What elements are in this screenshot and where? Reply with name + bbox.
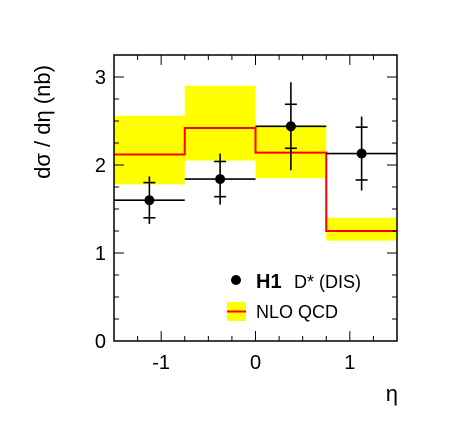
- h1-marker: [144, 195, 155, 206]
- nlo-histogram-line: [114, 127, 397, 232]
- legend-label-h1: H1 D* (DIS): [256, 271, 361, 293]
- h1-marker: [285, 121, 296, 132]
- tick-layer: 0 1 2 3 -1 0 1: [95, 54, 398, 374]
- legend-label-h1-bold: H1: [256, 271, 282, 293]
- legend-label-h1-rest: D* (DIS): [294, 272, 361, 292]
- h1-data-point: [114, 176, 185, 224]
- band-layer: [114, 85, 397, 241]
- h1-marker: [215, 174, 226, 185]
- nlo-band-bin: [114, 115, 185, 185]
- h1-data-point: [184, 153, 256, 205]
- data-layer: [114, 82, 397, 224]
- y-tick-label: 1: [95, 243, 106, 265]
- x-tick-label: 1: [344, 352, 355, 374]
- x-tick-label: -1: [152, 352, 170, 374]
- y-tick-label: 2: [95, 155, 106, 177]
- y-tick-label: 3: [95, 67, 106, 89]
- x-axis-label: η: [386, 381, 398, 406]
- h1-data-point: [255, 82, 327, 171]
- y-tick-label: 0: [95, 331, 106, 353]
- legend-marker-h1: [231, 275, 241, 285]
- h1-marker: [356, 148, 367, 159]
- nlo-band-bin: [184, 85, 256, 161]
- h1-data-point: [326, 116, 397, 191]
- legend-label-nlo: NLO QCD: [256, 302, 338, 322]
- y-axis-label: dσ / dη (nb): [30, 65, 55, 179]
- line-layer: [114, 127, 397, 232]
- nlo-band-bin: [326, 217, 397, 241]
- x-tick-label: 0: [250, 352, 261, 374]
- legend: H1 D* (DIS) NLO QCD: [227, 271, 361, 322]
